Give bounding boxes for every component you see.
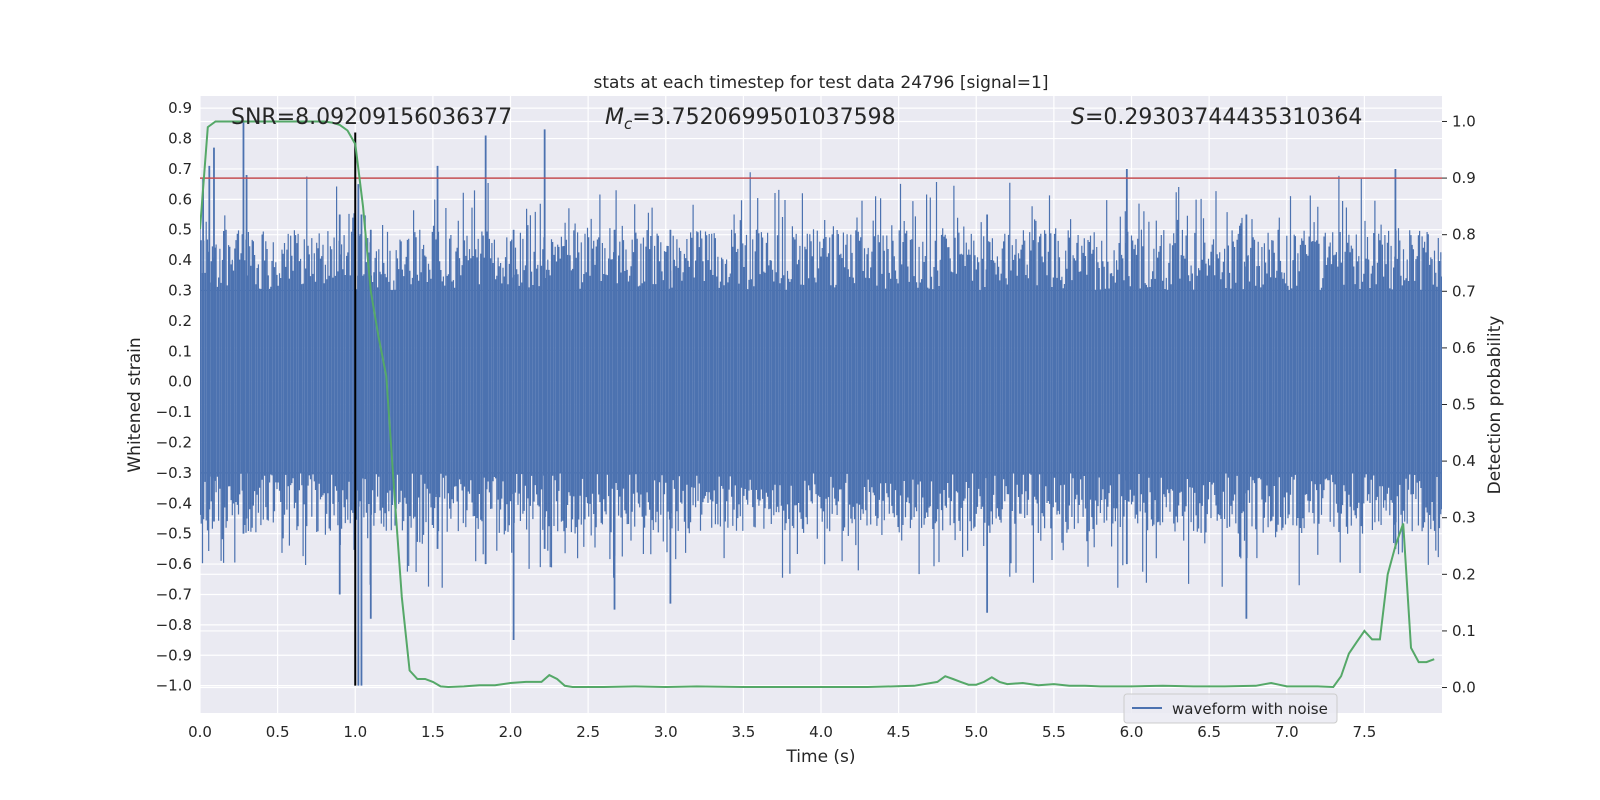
x-tick-label: 2.0 bbox=[499, 723, 523, 741]
legend-label: waveform with noise bbox=[1172, 700, 1328, 718]
y-tick-label: −1.0 bbox=[156, 677, 192, 695]
y-axis-ticks: 0.9 0.8 0.7 0.6 0.5 0.4 0.3 0.2 0.1 0.0 −0.1 −0.2 −0… bbox=[156, 99, 192, 694]
x-tick-label: 6.0 bbox=[1120, 723, 1144, 741]
y-tick-label: 0.7 bbox=[168, 160, 192, 178]
x-tick-label: 6.5 bbox=[1197, 723, 1221, 741]
y2-tick-label: 0.5 bbox=[1452, 396, 1476, 414]
y-tick-label: −0.2 bbox=[156, 433, 192, 451]
y-tick-label: −0.9 bbox=[156, 646, 192, 664]
x-tick-label: 4.0 bbox=[809, 723, 833, 741]
y2-axis-ticks: 1.0 0.9 0.8 0.7 0.6 0.5 0.4 0.3 0.2 0.1 0.0 bbox=[1442, 112, 1476, 697]
x-tick-label: 1.0 bbox=[343, 723, 367, 741]
y-tick-label: −0.4 bbox=[156, 494, 192, 512]
chart-title: stats at each timestep for test data 247… bbox=[594, 73, 1049, 93]
y-tick-label: 0.9 bbox=[168, 99, 192, 117]
spin-annotation: S=0.29303744435310364 bbox=[1071, 105, 1362, 130]
x-tick-label: 5.5 bbox=[1042, 723, 1066, 741]
y2-tick-label: 0.2 bbox=[1452, 565, 1476, 583]
y-tick-label: −0.3 bbox=[156, 464, 192, 482]
y-tick-label: −0.5 bbox=[156, 525, 192, 543]
detection-probability-line bbox=[200, 120, 1435, 689]
x-tick-label: 7.5 bbox=[1352, 723, 1376, 741]
spin-value: =0.29303744435310364 bbox=[1085, 105, 1362, 130]
x-axis-label: Time (s) bbox=[785, 747, 855, 767]
y-tick-label: −0.1 bbox=[156, 403, 192, 421]
y-tick-label: 0.0 bbox=[168, 373, 192, 391]
y2-tick-label: 0.1 bbox=[1452, 622, 1476, 640]
y2-axis-label: Detection probability bbox=[1485, 316, 1505, 495]
y-tick-label: 0.4 bbox=[168, 251, 192, 269]
y-axis-label: Whitened strain bbox=[125, 337, 145, 472]
y2-tick-label: 0.8 bbox=[1452, 226, 1476, 244]
y-tick-label: −0.7 bbox=[156, 585, 192, 603]
y2-tick-label: 0.7 bbox=[1452, 282, 1476, 300]
y-tick-label: 0.2 bbox=[168, 312, 192, 330]
y-tick-label: −0.6 bbox=[156, 555, 192, 573]
x-tick-label: 4.5 bbox=[887, 723, 911, 741]
x-axis-ticks: 0.0 0.5 1.0 1.5 2.0 2.5 3.0 3.5 4.0 4.5 5.0 5.5 6.0 6… bbox=[188, 723, 1376, 741]
x-tick-label: 7.0 bbox=[1275, 723, 1299, 741]
y-tick-label: 0.6 bbox=[168, 190, 192, 208]
legend-box bbox=[1123, 693, 1338, 724]
x-tick-label: 1.5 bbox=[421, 723, 445, 741]
y2-tick-label: 0.4 bbox=[1452, 452, 1476, 470]
x-tick-label: 3.0 bbox=[654, 723, 678, 741]
x-tick-label: 0.0 bbox=[188, 723, 212, 741]
x-tick-label: 0.5 bbox=[266, 723, 290, 741]
y-tick-label: 0.5 bbox=[168, 221, 192, 239]
y-tick-label: 0.3 bbox=[168, 282, 192, 300]
legend: waveform with noise bbox=[1123, 693, 1338, 724]
spin-symbol: S bbox=[1071, 105, 1085, 130]
chirp-mass-symbol: M bbox=[605, 105, 624, 130]
snr-annotation: SNR=8.09209156036377 bbox=[231, 105, 512, 130]
chirp-mass-subscript: c bbox=[624, 115, 633, 133]
y2-tick-label: 1.0 bbox=[1452, 112, 1476, 130]
waveform-peaks bbox=[202, 120, 1397, 686]
x-tick-label: 2.5 bbox=[576, 723, 600, 741]
y-tick-label: 0.8 bbox=[168, 130, 192, 148]
y2-tick-label: 0.9 bbox=[1452, 169, 1476, 187]
y2-tick-label: 0.6 bbox=[1452, 339, 1476, 357]
y2-tick-label: 0.3 bbox=[1452, 509, 1476, 527]
x-tick-label: 5.0 bbox=[964, 723, 988, 741]
x-tick-label: 3.5 bbox=[731, 723, 755, 741]
y-tick-label: −0.8 bbox=[156, 616, 192, 634]
chirp-mass-value: =3.7520699501037598 bbox=[632, 105, 895, 130]
y-tick-label: 0.1 bbox=[168, 342, 192, 360]
y2-tick-label: 0.0 bbox=[1452, 679, 1476, 697]
chirp-mass-annotation: Mc=3.7520699501037598 bbox=[605, 105, 896, 133]
